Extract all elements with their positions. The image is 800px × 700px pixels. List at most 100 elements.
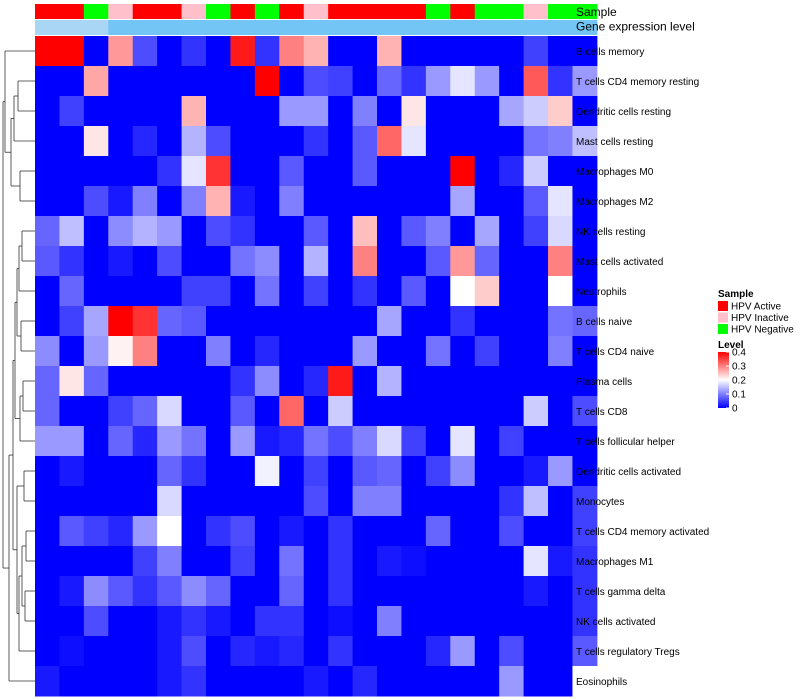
heatmap-cell <box>108 456 134 487</box>
heatmap-cell <box>572 276 598 307</box>
heatmap-cell <box>377 66 402 97</box>
heatmap-cell <box>328 96 354 127</box>
heatmap-cell <box>401 606 427 637</box>
heatmap-cell <box>83 246 109 277</box>
heatmap-cell <box>157 456 183 487</box>
heatmap-cell <box>548 186 573 217</box>
heatmap-cell <box>401 636 427 667</box>
heatmap-cell <box>59 576 85 607</box>
heatmap-cell <box>377 216 402 247</box>
heatmap-cell <box>523 606 549 637</box>
heatmap-cell <box>254 636 280 667</box>
heatmap-cell <box>328 426 354 457</box>
heatmap-cell <box>352 546 378 577</box>
heatmap-cell <box>132 426 158 457</box>
heatmap-cell <box>450 456 476 487</box>
heatmap-cell <box>377 276 402 307</box>
heatmap-cell <box>377 36 402 67</box>
heatmap-cell <box>206 66 231 97</box>
heatmap-cell <box>279 546 305 577</box>
heatmap-cell <box>254 156 280 187</box>
heatmap-cell <box>157 36 183 67</box>
heatmap-cell <box>157 396 183 427</box>
heatmap-cell <box>352 216 378 247</box>
legend-sample-title: Sample <box>718 289 754 300</box>
heatmap-cell <box>83 216 109 247</box>
heatmap-cell <box>328 456 354 487</box>
gene-level-annotation-cell <box>181 20 207 35</box>
heatmap-cell <box>108 666 134 697</box>
heatmap-cell <box>132 336 158 367</box>
heatmap-cell <box>303 66 329 97</box>
heatmap-cell <box>35 426 60 457</box>
heatmap-cell <box>303 186 329 217</box>
heatmap-cell <box>499 576 525 607</box>
heatmap-cell <box>474 636 500 667</box>
heatmap-cell <box>254 216 280 247</box>
heatmap-cell <box>279 306 305 337</box>
heatmap-cell <box>279 186 305 217</box>
heatmap-cell <box>35 216 60 247</box>
heatmap-cell <box>377 186 402 217</box>
gene-level-annotation-cell <box>254 20 280 35</box>
heatmap-cell <box>401 66 427 97</box>
heatmap-cell <box>401 246 427 277</box>
heatmap-cell <box>499 486 525 517</box>
colorbar-tick-label: 0.1 <box>732 390 746 401</box>
heatmap-cell <box>401 396 427 427</box>
heatmap-cell <box>474 396 500 427</box>
heatmap-cell <box>254 666 280 697</box>
heatmap-cell <box>206 636 231 667</box>
heatmap-cell <box>206 216 231 247</box>
heatmap-cell <box>83 96 109 127</box>
heatmap-cell <box>83 576 109 607</box>
heatmap-cell <box>181 426 207 457</box>
sample-annotation-cell <box>523 4 549 19</box>
heatmap-cell <box>108 366 134 397</box>
heatmap-cell <box>523 666 549 697</box>
heatmap-cell <box>254 546 280 577</box>
heatmap-cell <box>474 336 500 367</box>
heatmap-cell <box>450 276 476 307</box>
heatmap-cell <box>352 426 378 457</box>
heatmap-cell <box>181 546 207 577</box>
heatmap-cell <box>328 576 354 607</box>
heatmap-cell <box>548 216 573 247</box>
sample-annotation-cell <box>450 4 476 19</box>
heatmap-cell <box>425 66 451 97</box>
heatmap-cell <box>230 546 256 577</box>
sample-annotation-cell <box>181 4 207 19</box>
heatmap-cell <box>548 516 573 547</box>
heatmap-cell <box>572 246 598 277</box>
row-label: Monocytes <box>576 497 624 508</box>
heatmap-cell <box>35 396 60 427</box>
heatmap-cell <box>572 126 598 157</box>
heatmap-cell <box>303 336 329 367</box>
heatmap-cell <box>352 576 378 607</box>
heatmap-cell <box>377 606 402 637</box>
heatmap-cell <box>572 486 598 517</box>
heatmap-cell <box>352 666 378 697</box>
heatmap-cell <box>230 396 256 427</box>
heatmap-cell <box>35 246 60 277</box>
heatmap-cell <box>352 96 378 127</box>
heatmap-cell <box>83 126 109 157</box>
heatmap-cell <box>181 156 207 187</box>
heatmap-cell <box>352 336 378 367</box>
sample-annotation-cell <box>499 4 525 19</box>
legend-swatch <box>718 324 728 334</box>
heatmap-cell <box>523 546 549 577</box>
heatmap-cell <box>157 666 183 697</box>
heatmap-cell <box>206 306 231 337</box>
heatmap-cell <box>279 156 305 187</box>
heatmap-cell <box>35 546 60 577</box>
heatmap-cell <box>328 486 354 517</box>
heatmap-cell <box>181 366 207 397</box>
heatmap-cell <box>523 276 549 307</box>
heatmap-cell <box>108 186 134 217</box>
heatmap-cell <box>181 666 207 697</box>
heatmap-cell <box>132 156 158 187</box>
heatmap-cell <box>401 36 427 67</box>
heatmap-cell <box>303 606 329 637</box>
row-label: T cells follicular helper <box>576 437 675 448</box>
